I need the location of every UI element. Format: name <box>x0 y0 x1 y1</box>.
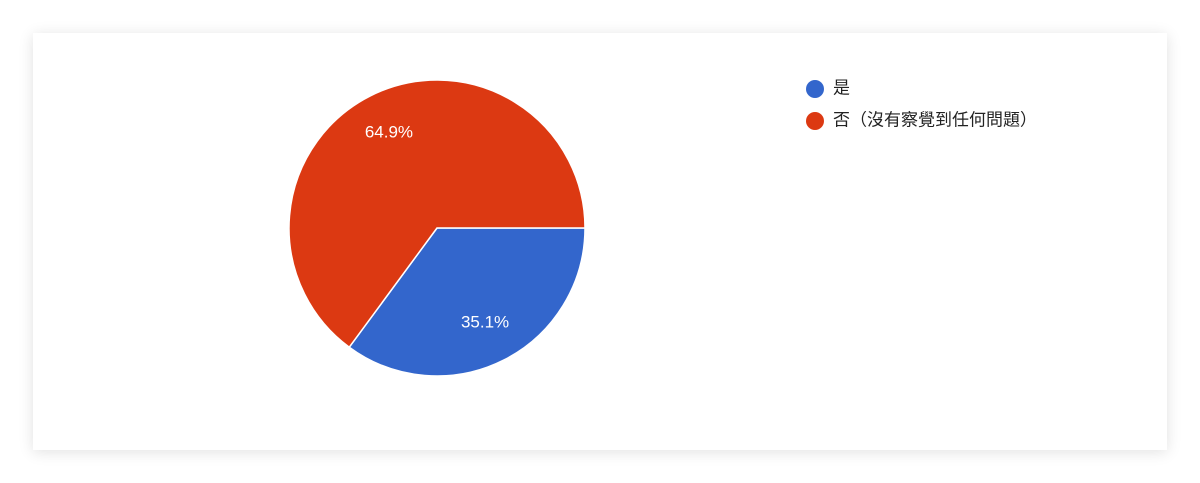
pie-slice <box>288 79 586 349</box>
slice-label: 64.9% <box>365 122 413 141</box>
pie-slice <box>348 227 586 377</box>
legend-marker <box>806 80 824 98</box>
legend-label: 否（沒有察覺到任何問題） <box>833 110 1037 129</box>
legend-marker <box>806 112 824 130</box>
chart-card <box>33 33 1167 450</box>
legend-label: 是 <box>833 78 850 97</box>
slice-label: 35.1% <box>461 313 509 332</box>
